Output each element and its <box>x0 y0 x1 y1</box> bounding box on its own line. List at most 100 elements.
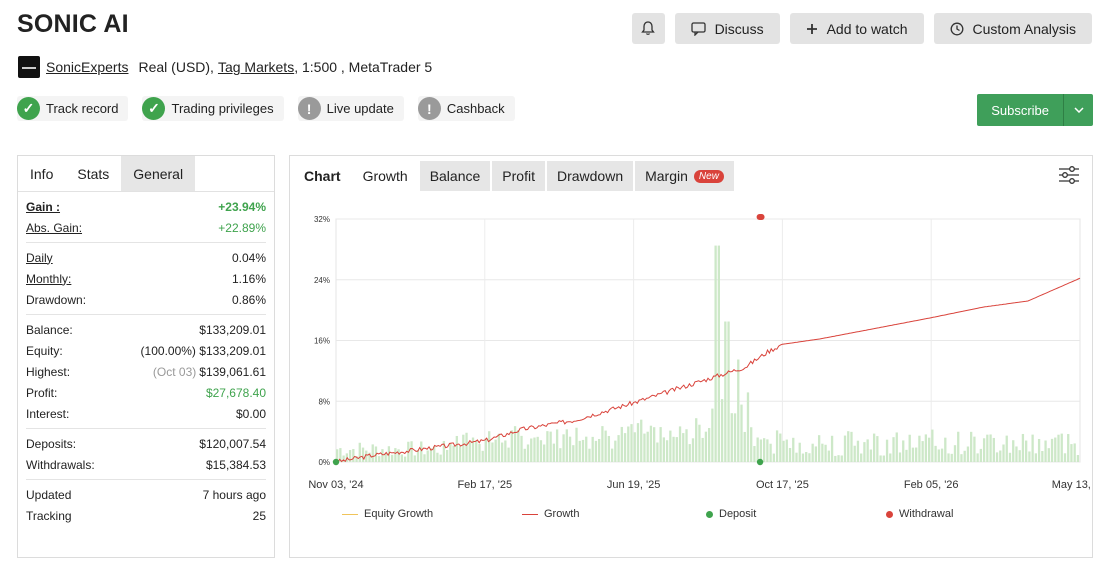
y-tick-label: 0% <box>318 458 330 467</box>
activity-bar <box>759 439 763 462</box>
activity-bar <box>675 437 678 462</box>
account-info: SonicExperts Real (USD), Tag Markets , 1… <box>18 56 432 78</box>
activity-bar <box>449 442 452 462</box>
stat-equity: Equity: (100.00%) $133,209.01 <box>26 343 266 358</box>
activity-bar <box>814 446 818 462</box>
activity-bar <box>756 437 759 462</box>
tab-general[interactable]: General <box>121 156 196 191</box>
activity-bar <box>1057 434 1060 462</box>
activity-bar <box>960 454 963 462</box>
activity-bar <box>840 455 843 462</box>
notification-button[interactable] <box>631 13 665 44</box>
activity-bar <box>879 455 882 462</box>
check-icon: ✓ <box>17 97 40 120</box>
activity-bar <box>1070 444 1073 462</box>
activity-bar <box>931 429 934 462</box>
activity-bar <box>623 433 627 462</box>
activity-bar <box>436 452 439 462</box>
stat-tracking: Tracking 25 <box>26 508 266 523</box>
activity-bar <box>691 438 695 462</box>
badge-label: Trading privileges <box>171 101 274 116</box>
sliders-icon[interactable] <box>1058 165 1080 185</box>
activity-bar <box>546 431 549 462</box>
check-icon: ✓ <box>142 97 166 120</box>
tab-stats[interactable]: Stats <box>65 156 122 191</box>
tab-balance[interactable]: Balance <box>419 161 491 191</box>
activity-bar <box>727 321 730 462</box>
activity-bar <box>636 423 640 462</box>
legend-deposit[interactable]: Deposit <box>706 508 756 520</box>
growth-chart: 32% 24% 16% 8% 0% Nov 03, '24 Feb 17, '25 Jun … <box>308 214 1094 491</box>
activity-bar <box>539 440 543 462</box>
activity-bar <box>543 444 546 462</box>
tab-margin[interactable]: Margin New <box>635 161 734 191</box>
tab-drawdown[interactable]: Drawdown <box>546 161 634 191</box>
subscribe-dropdown[interactable] <box>1063 94 1093 126</box>
discuss-button[interactable]: Discuss <box>674 13 780 44</box>
activity-bar <box>685 429 688 462</box>
activity-bar <box>568 436 572 462</box>
legend-growth[interactable]: Growth <box>522 508 579 520</box>
stat-abs-gain: Abs. Gain: +22.89% <box>26 220 266 235</box>
activity-bar <box>481 450 484 462</box>
tab-profit[interactable]: Profit <box>492 161 545 191</box>
toolbar: Discuss Add to watch Custom Analysis <box>631 13 1092 44</box>
activity-bar <box>669 430 672 462</box>
badge-track-record[interactable]: ✓ Track record <box>17 96 129 121</box>
tab-info[interactable]: Info <box>18 156 66 191</box>
activity-bar <box>805 452 808 462</box>
activity-bar <box>953 445 957 462</box>
activity-bar <box>1044 440 1047 462</box>
activity-bar <box>921 441 924 462</box>
activity-bar <box>452 445 455 462</box>
custom-analysis-button[interactable]: Custom Analysis <box>933 13 1092 44</box>
broker-link[interactable]: Tag Markets <box>217 59 295 75</box>
activity-bar <box>1021 433 1025 462</box>
activity-bar <box>365 450 368 462</box>
add-to-watch-button[interactable]: Add to watch <box>789 13 924 44</box>
activity-bar <box>792 437 795 462</box>
chat-icon <box>690 21 706 36</box>
activity-bar <box>462 434 465 462</box>
activity-bar <box>817 435 821 462</box>
activity-bar <box>898 452 902 462</box>
activity-bar <box>1028 451 1031 462</box>
activity-bar <box>876 436 879 462</box>
activity-bar <box>488 431 491 462</box>
tab-chart[interactable]: Chart <box>294 161 351 191</box>
growth-line <box>336 277 1081 463</box>
activity-bar <box>1012 440 1015 462</box>
activity-bar <box>491 442 494 462</box>
activity-bar <box>830 435 834 462</box>
account-details: , 1:500 , MetaTrader 5 <box>294 59 433 75</box>
badge-live-update[interactable]: ! Live update <box>297 96 404 121</box>
activity-bar <box>701 437 704 462</box>
badge-trading-privileges[interactable]: ✓ Trading privileges <box>142 96 284 121</box>
activity-bar <box>646 431 649 462</box>
account-type: Real (USD), <box>138 59 214 75</box>
activity-bar <box>458 446 462 462</box>
tab-growth[interactable]: Growth <box>352 161 418 191</box>
activity-bar <box>860 453 863 462</box>
stat-drawdown: Drawdown: 0.86% <box>26 292 266 307</box>
activity-bar <box>533 437 536 462</box>
legend-equity-growth[interactable]: Equity Growth <box>342 508 433 520</box>
activity-bar <box>536 436 539 462</box>
activity-bar <box>979 448 983 462</box>
activity-bar <box>442 440 446 462</box>
activity-bar <box>708 428 711 462</box>
legend-withdrawal[interactable]: Withdrawal <box>886 508 953 520</box>
activity-bar <box>497 433 501 462</box>
exclamation-icon: ! <box>297 97 321 120</box>
deposit-point <box>332 458 340 466</box>
activity-bar <box>630 424 633 462</box>
activity-bar <box>610 448 614 462</box>
activity-bar <box>1037 438 1041 462</box>
badge-cashback[interactable]: ! Cashback <box>417 96 515 121</box>
x-tick-label: Nov 03, '24 <box>308 479 363 491</box>
activity-bar <box>785 439 788 462</box>
user-link[interactable]: SonicExperts <box>46 59 129 75</box>
activity-bar <box>526 444 530 462</box>
activity-bar <box>607 435 611 462</box>
subscribe-button[interactable]: Subscribe <box>991 102 1049 118</box>
